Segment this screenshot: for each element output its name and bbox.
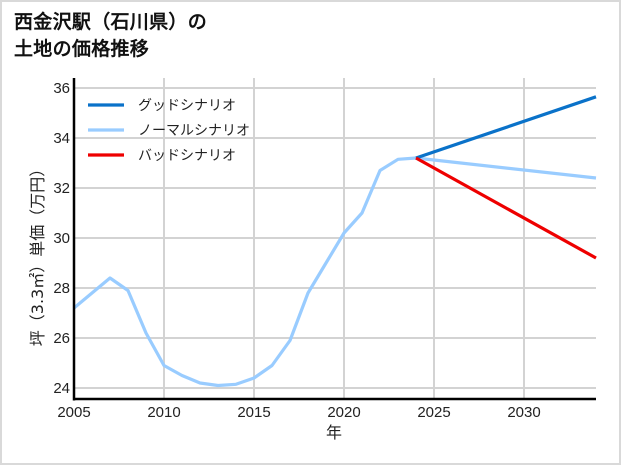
y-axis-label: 坪（3.3㎡）単価（万円） [28, 161, 47, 346]
x-tick-label: 2030 [507, 404, 540, 421]
y-tick-label: 28 [53, 280, 70, 297]
y-tick-label: 24 [53, 380, 70, 397]
chart-title-line2: 土地の価格推移 [14, 38, 150, 60]
legend-label: バッドシナリオ [138, 148, 236, 164]
legend-label: グッドシナリオ [138, 98, 236, 114]
x-axis-label: 年 [326, 423, 342, 442]
legend-item-normal: ノーマルシナリオ [88, 123, 250, 139]
tick-labels: 24 26 28 30 32 34 36 2005 2010 2015 2020 2025 2030 [53, 80, 540, 421]
series-lines [72, 95, 597, 388]
legend-item-good: グッドシナリオ [88, 98, 236, 114]
y-tick-label: 34 [53, 130, 70, 147]
x-tick-label: 2005 [57, 404, 90, 421]
y-tick-label: 26 [53, 330, 70, 347]
x-tick-label: 2015 [237, 404, 270, 421]
legend-item-bad: バッドシナリオ [88, 148, 236, 164]
x-tick-label: 2025 [417, 404, 450, 421]
gridlines [74, 78, 596, 399]
series-line [415, 156, 597, 260]
series-line [415, 95, 597, 160]
axes [72, 78, 596, 401]
y-tick-label: 32 [53, 180, 70, 197]
y-tick-label: 30 [53, 230, 70, 247]
chart-title-line1: 西金沢駅（石川県）の [14, 11, 208, 33]
chart-title: 西金沢駅（石川県）の 土地の価格推移 [14, 9, 207, 63]
legend-label: ノーマルシナリオ [138, 123, 250, 139]
series-line [72, 156, 597, 388]
y-tick-label: 36 [53, 80, 70, 97]
axis-labels: 年 坪（3.3㎡）単価（万円） [28, 161, 342, 442]
x-tick-label: 2020 [327, 404, 360, 421]
x-tick-label: 2010 [147, 404, 180, 421]
